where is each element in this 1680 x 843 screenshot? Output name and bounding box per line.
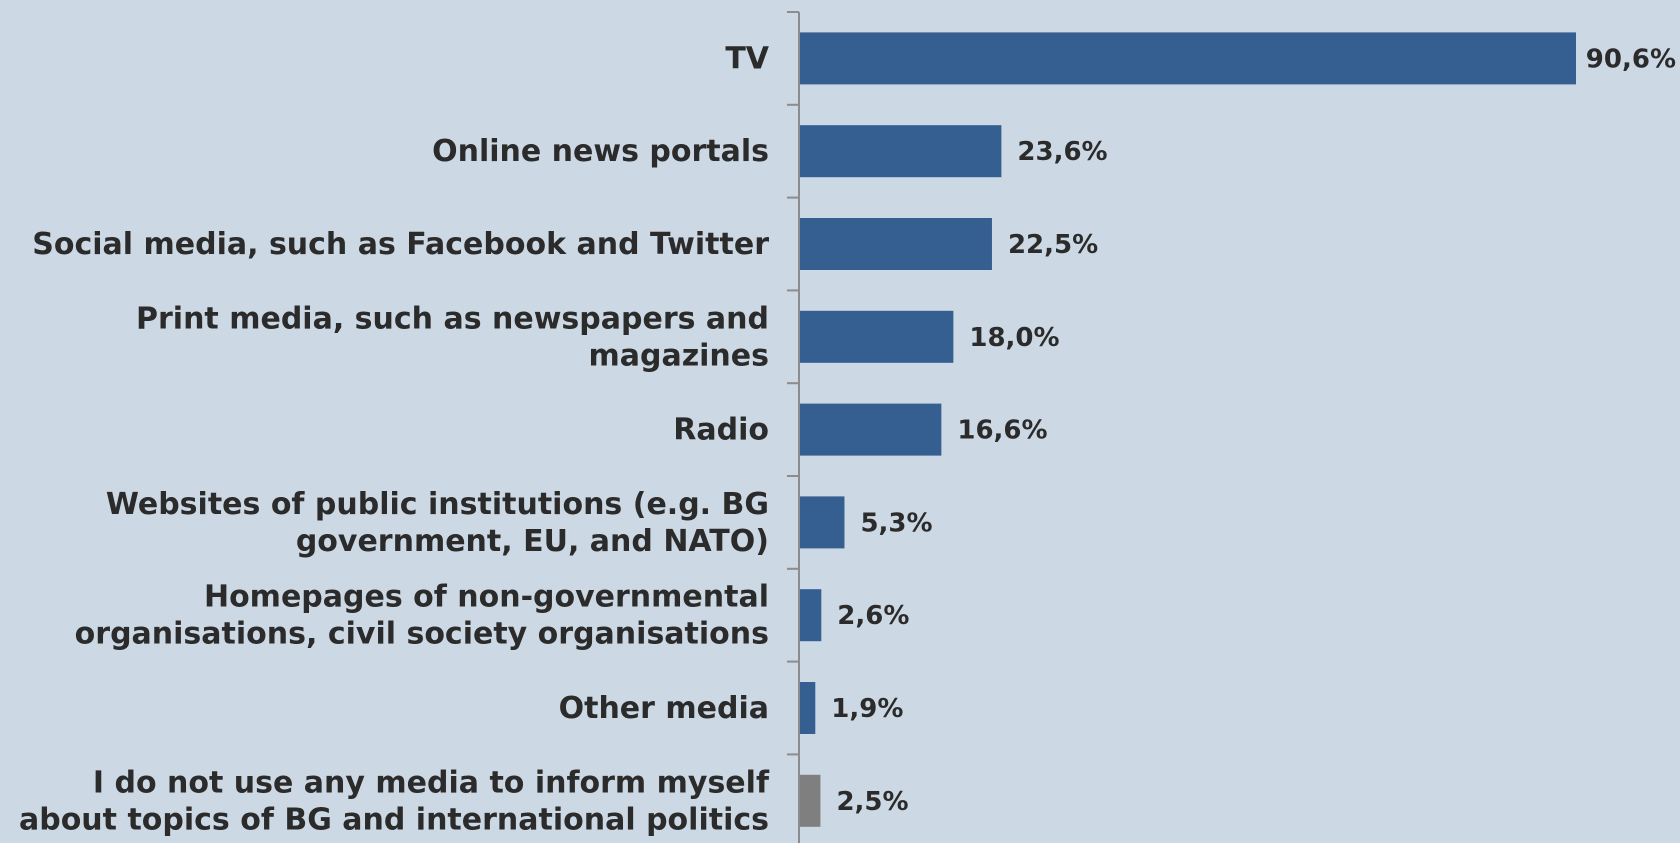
category-label: about topics of BG and international pol… — [19, 802, 769, 837]
category-label: Online news portals — [432, 134, 769, 169]
category-label: organisations, civil society organisatio… — [75, 617, 769, 652]
data-label: 5,3% — [860, 508, 932, 538]
category-label: Homepages of non-governmental — [204, 580, 769, 615]
data-label: 16,6% — [957, 416, 1047, 446]
bar — [799, 496, 845, 549]
category-label: magazines — [588, 338, 769, 373]
bar — [799, 32, 1576, 85]
data-label: 2,5% — [836, 787, 908, 817]
category-label: Websites of public institutions (e.g. BG — [106, 487, 769, 522]
category-label: Radio — [673, 413, 769, 448]
data-label: 23,6% — [1017, 137, 1107, 167]
bar — [799, 218, 992, 270]
bar — [799, 682, 816, 734]
category-label: government, EU, and NATO) — [296, 524, 769, 559]
data-label: 1,9% — [831, 694, 903, 724]
axis-layer — [787, 11, 800, 843]
category-label: Social media, such as Facebook and Twitt… — [32, 227, 769, 262]
category-label: Print media, such as newspapers and — [136, 301, 769, 336]
category-label: Other media — [559, 691, 769, 726]
bars-layer — [799, 32, 1576, 827]
category-label: TV — [725, 41, 769, 76]
data-label: 22,5% — [1008, 230, 1098, 260]
data-label: 18,0% — [969, 323, 1059, 353]
data-label: 2,6% — [837, 601, 909, 631]
value-labels: 90,6% 23,6% 22,5% 18,0% 16,6% 5,3% 2,6% 1,9% 2,5… — [831, 44, 1676, 816]
bar — [799, 125, 1002, 178]
data-label: 90,6% — [1586, 44, 1676, 74]
bar — [799, 589, 822, 642]
bar — [799, 774, 821, 827]
bar — [799, 403, 942, 456]
category-labels: TV Online news portals Social media, such … — [19, 41, 770, 837]
bar — [799, 310, 954, 363]
category-label: I do not use any media to inform myself — [93, 765, 770, 800]
